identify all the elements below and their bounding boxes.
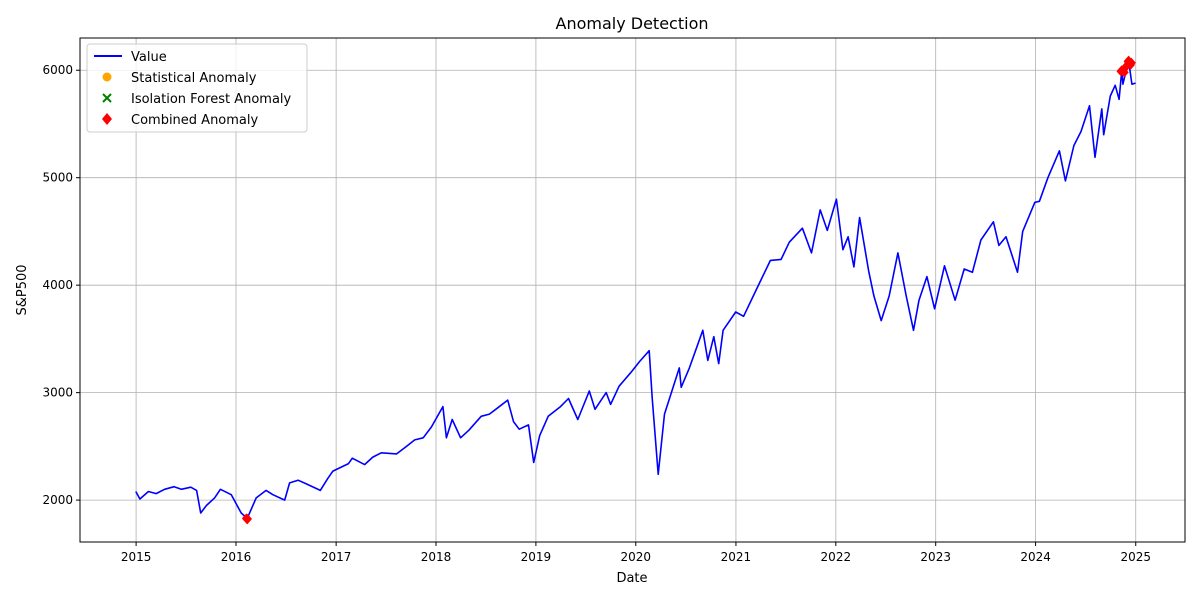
combined-anomaly-point bbox=[1126, 57, 1136, 68]
legend-combined-swatch bbox=[102, 113, 112, 125]
chart-title: Anomaly Detection bbox=[556, 14, 709, 33]
x-tick-label: 2024 bbox=[1020, 550, 1051, 564]
x-tick-label: 2023 bbox=[920, 550, 951, 564]
legend-isolation-label: Isolation Forest Anomaly bbox=[131, 92, 292, 107]
x-tick-label: 2020 bbox=[621, 550, 652, 564]
x-axis: 2015 2016 2017 2018 2019 2020 2021 2022 2023 2024… bbox=[121, 542, 1151, 564]
x-tick-label: 2015 bbox=[121, 550, 152, 564]
x-tick-label: 2018 bbox=[421, 550, 452, 564]
x-tick-label: 2022 bbox=[821, 550, 852, 564]
y-axis-label: S&P500 bbox=[15, 264, 30, 315]
legend-box bbox=[86, 43, 308, 133]
plot-frame bbox=[79, 37, 1186, 543]
legend-combined-label: Combined Anomaly bbox=[131, 113, 259, 128]
y-tick-label: 2000 bbox=[42, 493, 73, 507]
legend-statistical-swatch bbox=[102, 72, 112, 82]
x-tick-label: 2016 bbox=[221, 550, 252, 564]
y-tick-label: 6000 bbox=[42, 63, 73, 77]
y-tick-label: 5000 bbox=[42, 171, 73, 185]
x-tick-label: 2019 bbox=[521, 550, 552, 564]
legend: Value Statistical Anomaly Isolation Fore… bbox=[86, 43, 308, 133]
legend-value-label: Value bbox=[131, 50, 167, 65]
x-tick-label: 2017 bbox=[321, 550, 352, 564]
x-tick-label: 2021 bbox=[721, 550, 752, 564]
combined-anomaly-point bbox=[242, 513, 252, 524]
x-tick-label: 2025 bbox=[1120, 550, 1151, 564]
y-tick-label: 3000 bbox=[42, 386, 73, 400]
y-axis: 2000 3000 4000 5000 6000 bbox=[42, 63, 80, 507]
x-axis-label: Date bbox=[616, 571, 647, 586]
plot-area bbox=[135, 55, 1136, 525]
legend-isolation-swatch bbox=[102, 93, 112, 103]
y-tick-label: 4000 bbox=[42, 278, 73, 292]
series-value-line bbox=[135, 59, 1136, 520]
legend-statistical-label: Statistical Anomaly bbox=[131, 71, 257, 86]
